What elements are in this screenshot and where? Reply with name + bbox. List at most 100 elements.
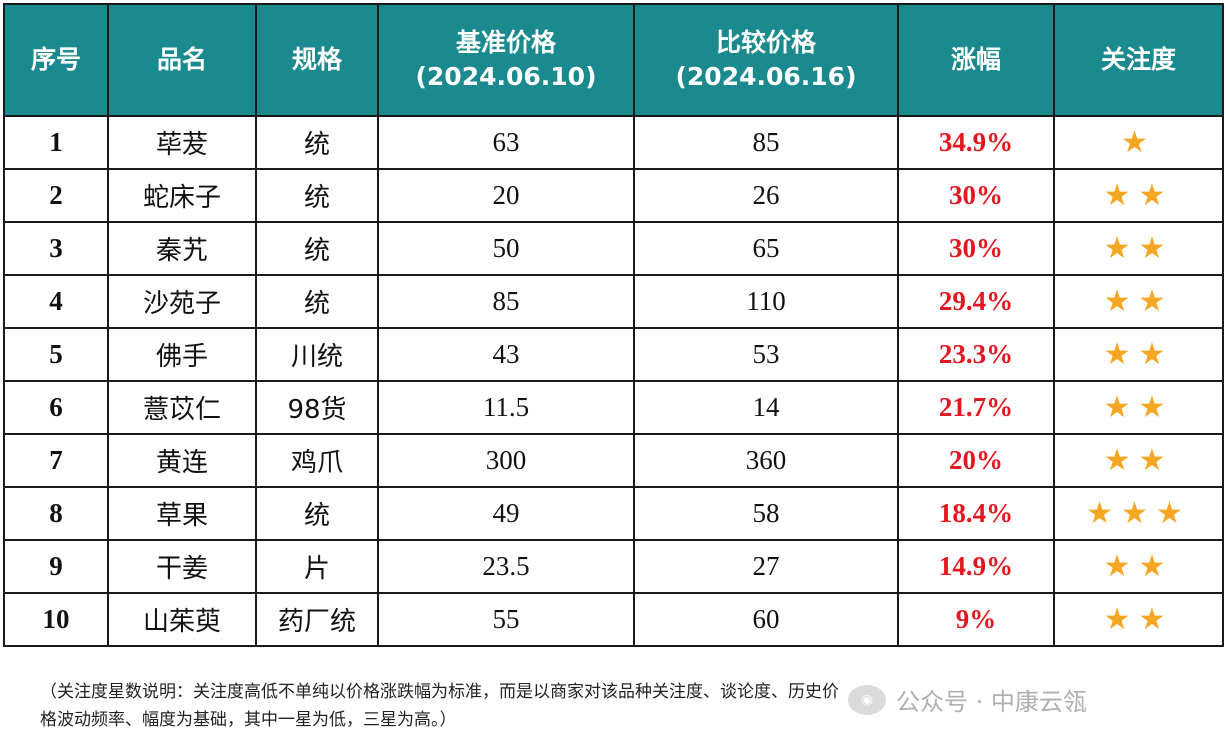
cell-change: 30% (897, 221, 1055, 276)
header-label: 序号 (30, 45, 81, 74)
cell-no: 10 (3, 592, 109, 647)
cell-compare-price: 85 (633, 115, 899, 170)
header-change: 涨幅 (897, 3, 1055, 117)
cell-attention-stars: ★ (1053, 115, 1224, 170)
table-row: 3 秦艽统 50 65 30% ★★ (3, 221, 1224, 276)
cell-base-price: 23.5 (377, 539, 635, 594)
header-attention: 关注度 (1053, 3, 1224, 117)
cell-spec: 统 (255, 115, 379, 170)
wechat-logo-icon: ◉ (848, 684, 886, 715)
header-label: 品名 (156, 45, 207, 74)
cell-no: 5 (3, 327, 109, 382)
cell-change: 18.4% (897, 486, 1055, 541)
cell-name: 薏苡仁 (107, 380, 257, 435)
cell-base-price: 49 (377, 486, 635, 541)
header-label: 关注度 (1100, 45, 1176, 74)
cell-name: 沙苑子 (107, 274, 257, 329)
cell-attention-stars: ★★ (1053, 168, 1224, 223)
header-label: 规格 (291, 45, 342, 74)
cell-attention-stars: ★★ (1053, 221, 1224, 276)
cell-base-price: 55 (377, 592, 635, 647)
cell-compare-price: 26 (633, 168, 899, 223)
cell-change: 20% (897, 433, 1055, 488)
cell-spec: 川统 (255, 327, 379, 382)
table-row: 5 佛手 川统 43 53 23.3% ★★ (3, 327, 1224, 382)
cell-name: 干姜 (107, 539, 257, 594)
cell-compare-price: 110 (633, 274, 899, 329)
cell-spec: 统 (255, 486, 379, 541)
footnote: （关注度星数说明：关注度高低不单纯以价格涨跌幅为标准，而是以商家对该品种关注度、… (40, 678, 1190, 734)
cell-name: 佛手 (107, 327, 257, 382)
cell-no: 8 (3, 486, 109, 541)
watermark-text: 公众号 · 中康云瓴 (896, 688, 1087, 716)
header-label: 涨幅 (950, 45, 1001, 74)
table-row: 6 薏苡仁 98货 11.5 14 21.7% ★★ (3, 380, 1224, 435)
cell-base-price: 50 (377, 221, 635, 276)
cell-name: 山茱萸 (107, 592, 257, 647)
cell-no: 7 (3, 433, 109, 488)
cell-compare-price: 27 (633, 539, 899, 594)
price-change-table: 序号 品名 规格 基准价格 (2024.06.10) 比较价格 (2024.06.16) 涨幅… (3, 3, 1224, 647)
cell-compare-price: 53 (633, 327, 899, 382)
cell-change: 29.4% (897, 274, 1055, 329)
cell-no: 2 (3, 168, 109, 223)
cell-no: 6 (3, 380, 109, 435)
header-label: 比较价格 (715, 28, 816, 57)
cell-no: 1 (3, 115, 109, 170)
table-row: 2 蛇床子统 20 26 30% ★★ (3, 168, 1224, 223)
header-date: (2024.06.10) (415, 62, 597, 91)
cell-base-price: 11.5 (377, 380, 635, 435)
cell-base-price: 20 (377, 168, 635, 223)
table-row: 7 黄连 鸡爪 300 360 20% ★★ (3, 433, 1224, 488)
cell-attention-stars: ★★ (1053, 274, 1224, 329)
cell-attention-stars: ★★ (1053, 327, 1224, 382)
cell-name: 草果 (107, 486, 257, 541)
cell-base-price: 300 (377, 433, 635, 488)
cell-attention-stars: ★★★ (1053, 486, 1224, 541)
cell-no: 4 (3, 274, 109, 329)
cell-name: 秦艽 (107, 221, 257, 276)
header-spec: 规格 (255, 3, 379, 117)
cell-name: 蛇床子 (107, 168, 257, 223)
cell-attention-stars: ★★ (1053, 433, 1224, 488)
cell-spec: 统 (255, 221, 379, 276)
cell-spec: 98货 (255, 380, 379, 435)
cell-compare-price: 58 (633, 486, 899, 541)
cell-change: 21.7% (897, 380, 1055, 435)
cell-change: 30% (897, 168, 1055, 223)
cell-no: 3 (3, 221, 109, 276)
cell-change: 34.9% (897, 115, 1055, 170)
footnote-line-2: 格波动频率、幅度为基础，其中一星为低，三星为高。） (40, 710, 457, 730)
cell-compare-price: 65 (633, 221, 899, 276)
table-row: 8 草果统 49 58 18.4% ★★★ (3, 486, 1224, 541)
cell-base-price: 85 (377, 274, 635, 329)
cell-attention-stars: ★★ (1053, 592, 1224, 647)
cell-spec: 统 (255, 168, 379, 223)
table-row: 9 干姜片 23.5 27 14.9% ★★ (3, 539, 1224, 594)
table-body: 1 荜茇统 63 85 34.9% ★ 2 蛇床子统 20 26 30% ★★ 3 秦艽统 50 65 30% ★… (3, 115, 1224, 647)
cell-spec: 统 (255, 274, 379, 329)
cell-spec: 药厂统 (255, 592, 379, 647)
cell-compare-price: 360 (633, 433, 899, 488)
cell-spec: 鸡爪 (255, 433, 379, 488)
cell-compare-price: 14 (633, 380, 899, 435)
table-row: 10 山茱萸 药厂统 55 60 9% ★★ (3, 592, 1224, 647)
cell-base-price: 43 (377, 327, 635, 382)
cell-attention-stars: ★★ (1053, 380, 1224, 435)
cell-change: 14.9% (897, 539, 1055, 594)
cell-base-price: 63 (377, 115, 635, 170)
header-label: 基准价格 (455, 28, 556, 57)
watermark: ◉ 公众号 · 中康云瓴 (848, 682, 1087, 717)
header-name: 品名 (107, 3, 257, 117)
cell-name: 荜茇 (107, 115, 257, 170)
cell-spec: 片 (255, 539, 379, 594)
header-no: 序号 (3, 3, 109, 117)
footnote-line-1: （关注度星数说明：关注度高低不单纯以价格涨跌幅为标准，而是以商家对该品种关注度、… (40, 682, 839, 702)
table-row: 1 荜茇统 63 85 34.9% ★ (3, 115, 1224, 170)
header-row: 序号 品名 规格 基准价格 (2024.06.10) 比较价格 (2024.06.16) 涨幅… (3, 3, 1224, 117)
cell-change: 23.3% (897, 327, 1055, 382)
cell-no: 9 (3, 539, 109, 594)
cell-change: 9% (897, 592, 1055, 647)
header-base-price: 基准价格 (2024.06.10) (377, 3, 635, 117)
cell-attention-stars: ★★ (1053, 539, 1224, 594)
